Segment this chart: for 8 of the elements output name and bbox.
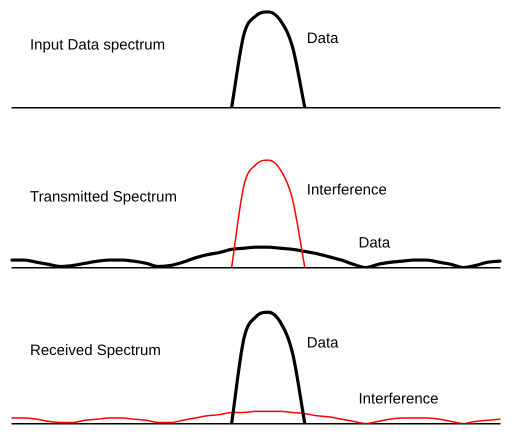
text: Received Spectrum — [30, 342, 161, 360]
series-label: Interference — [358, 390, 439, 408]
series-label: Data — [306, 30, 340, 47]
series-label: Interference — [306, 181, 387, 198]
series-label: Data — [358, 234, 391, 252]
series-label: Data — [306, 334, 340, 352]
text: Input Data spectrum — [30, 36, 166, 54]
text: Transmitted Spectrum — [30, 188, 177, 206]
